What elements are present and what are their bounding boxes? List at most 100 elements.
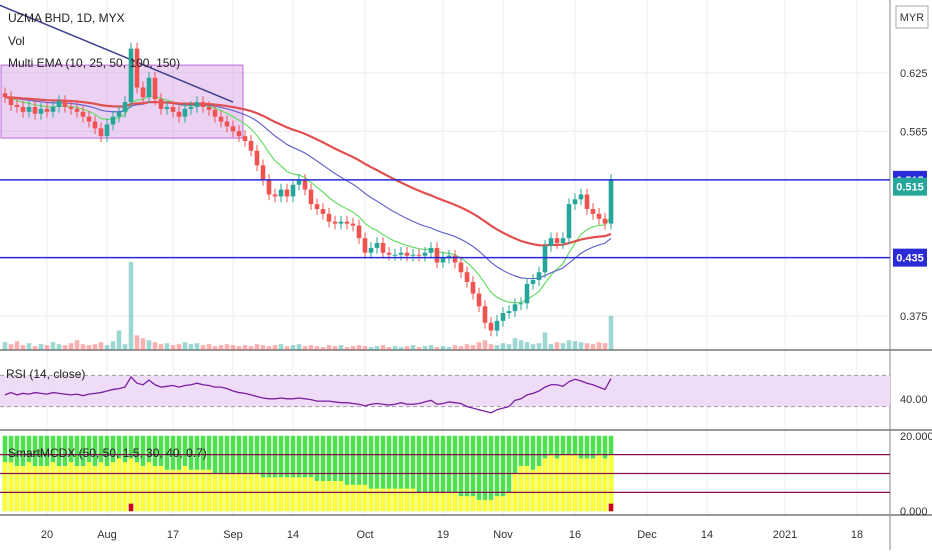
volume-bar [572,341,578,350]
hot-money-bar [464,496,470,512]
hot-money-bar [260,477,266,512]
volume-bar [332,346,338,350]
volume-bar [398,347,404,350]
volume-bar [458,346,464,350]
candle-body [536,272,542,280]
volume-bar [194,343,200,350]
candle-body [122,102,128,112]
hot-money-bar [506,492,512,512]
volume-bar [422,346,428,350]
volume-bar [368,347,374,350]
volume-bar [404,346,410,350]
hot-money-bar [122,462,128,512]
volume-bar [2,342,8,350]
volume-bar [602,343,608,350]
price-tick-label: 0.375 [900,311,928,323]
candle-body [284,189,290,197]
candle-body [494,320,500,331]
currency-box[interactable] [895,5,929,29]
volume-bar [230,345,236,350]
candle-body [596,213,602,219]
rsi-pane[interactable] [0,374,890,414]
candle-body [578,194,584,200]
rsi-label[interactable]: RSI (14, close) [6,367,85,381]
multi-ema-label[interactable]: Multi EMA (10, 25, 50, 100, 150) [8,56,180,70]
volume-bar [152,342,158,350]
volume-bar [392,346,398,350]
hot-money-bar [596,454,602,512]
candle-body [458,262,464,273]
banker-bar [608,503,614,512]
hot-money-bar [86,462,92,512]
volume-bar [140,338,146,350]
price-tag [893,248,927,267]
hot-money-bar [326,481,332,512]
hot-money-bar [176,469,182,512]
main-pane[interactable] [0,4,890,350]
hot-money-bar [134,462,140,512]
ema-50-line [4,96,612,247]
volume-bar [584,343,590,350]
candle-body [584,194,590,210]
hot-money-bar [410,488,416,512]
volume-bar [518,340,524,350]
hot-money-bar [368,488,374,512]
candle-body [2,93,8,98]
hot-money-bar [32,465,38,512]
volume-bar [494,345,500,350]
candle-body [404,252,410,256]
candle-body [260,165,266,180]
candle-body [212,109,218,117]
candle-body [146,77,152,98]
volume-bar [242,345,248,350]
volume-bar [158,344,164,350]
candle-body [104,124,110,137]
candle-body [248,140,254,151]
hot-money-bar [284,477,290,512]
time-tick-label: Aug [97,529,117,541]
symbol-title[interactable]: UZMA BHD, 1D, MYX [8,11,125,25]
volume-bar [188,344,194,350]
hot-money-bar [74,465,80,512]
hot-money-bar [578,458,584,512]
volume-bar [596,342,602,350]
mcdx-tick-label: 20.000 [900,431,932,443]
candle-body [590,209,596,214]
candle-body [302,179,308,190]
price-tag-label: 0.435 [896,253,924,265]
volume-bar [176,344,182,350]
smartmcdx-pane[interactable] [0,435,890,512]
hot-money-bar [164,469,170,512]
volume-bar [296,344,302,350]
volume-label[interactable]: Vol [8,34,25,48]
rsi-tick-label: 40.00 [900,394,928,406]
candle-body [164,106,170,109]
hot-money-bar [50,462,56,512]
volume-bar [536,343,542,350]
hot-money-bar [470,496,476,512]
volume-bar [236,346,242,350]
volume-bar [410,345,416,350]
hot-money-bar [554,458,560,512]
candle-body [200,102,206,107]
volume-bar [32,346,38,350]
candle-body [410,254,416,256]
volume-bar [566,340,572,350]
trendline [0,4,234,103]
rsi-line [4,375,612,414]
smartmcdx-label[interactable]: SmartMCDX (50, 50, 1.5, 30, 40, 0.7) [8,446,207,460]
price-tick-label: 0.565 [900,126,928,138]
hot-money-bar [338,481,344,512]
candle-body [188,106,194,109]
hot-money-bar [398,488,404,512]
candle-body [542,245,548,273]
volume-bar [92,344,98,350]
hot-money-bar [38,465,44,512]
hot-money-bar [356,484,362,512]
hot-money-bar [314,481,320,512]
hot-money-bar [68,462,74,512]
candle-body [44,108,50,112]
candle-body [266,179,272,195]
